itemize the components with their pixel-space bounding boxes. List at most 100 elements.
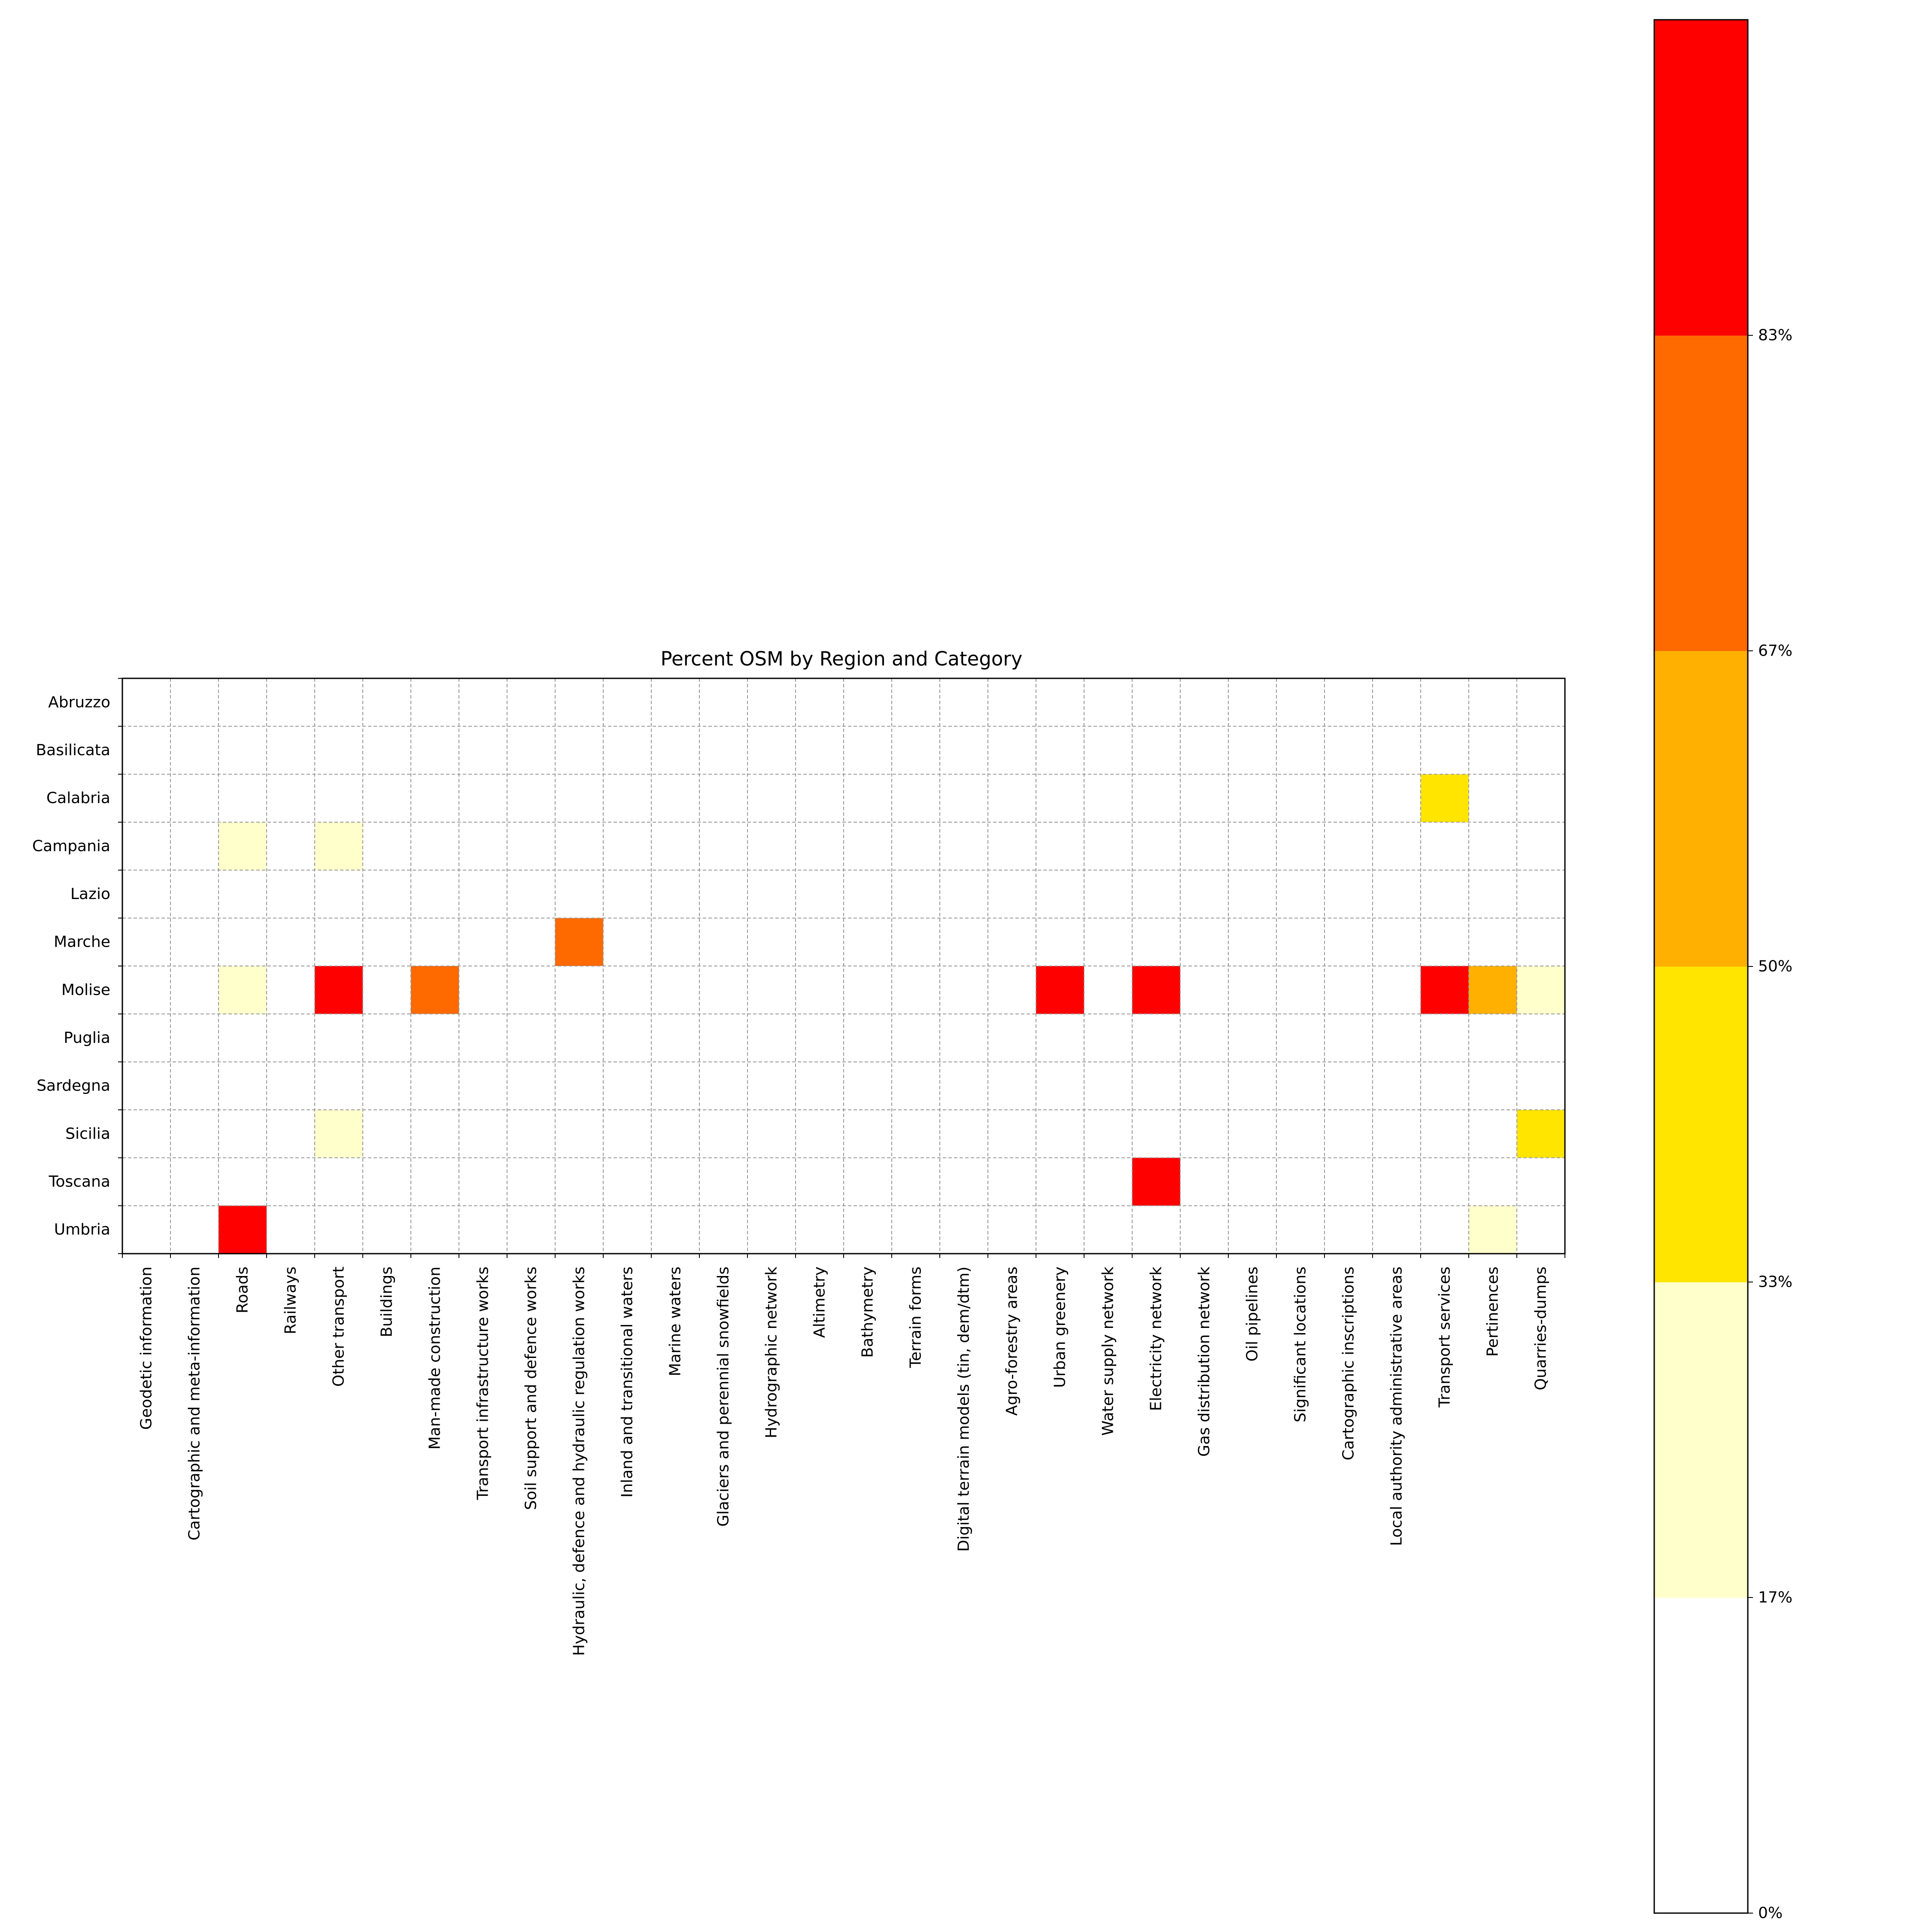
heatmap-cell (699, 918, 748, 966)
heatmap-cell (1036, 678, 1084, 727)
heatmap-cell (122, 774, 171, 823)
heatmap-cell (411, 1062, 459, 1110)
heatmap-cell (1324, 870, 1373, 918)
y-tick-label: Puglia (64, 1029, 110, 1047)
heatmap-cell (1517, 1062, 1565, 1110)
heatmap-cell (940, 1157, 988, 1206)
x-tick-label: Terrain forms (907, 1267, 925, 1368)
heatmap-cell (1132, 1062, 1181, 1110)
heatmap-cell (1421, 678, 1469, 727)
heatmap-cell (940, 1110, 988, 1158)
heatmap-cell (1084, 822, 1133, 871)
heatmap-cell (1084, 678, 1133, 727)
x-tick-label: Transport services (1436, 1267, 1454, 1408)
heatmap-cell (122, 918, 171, 966)
heatmap-cell (1469, 678, 1517, 727)
heatmap-cell (940, 1014, 988, 1062)
heatmap-cell (1228, 678, 1277, 727)
heatmap-cell (1421, 966, 1469, 1015)
heatmap-cell (1324, 918, 1373, 966)
heatmap-cell (219, 1206, 267, 1254)
heatmap-cell (507, 822, 556, 871)
heatmap-cell (555, 822, 604, 871)
heatmap-cell (315, 1110, 363, 1158)
heatmap-cell (459, 1014, 507, 1062)
heatmap-cell (459, 870, 507, 918)
heatmap-cell (363, 678, 411, 727)
heatmap-cell (1517, 726, 1565, 775)
heatmap-cell (1469, 918, 1517, 966)
x-tick-label: Roads (234, 1267, 252, 1313)
heatmap-cell (122, 1110, 171, 1158)
heatmap-cell (170, 1110, 219, 1158)
heatmap-cell (651, 1110, 700, 1158)
heatmap-cell (1517, 1014, 1565, 1062)
heatmap-cell (1373, 870, 1421, 918)
heatmap-cell (219, 1110, 267, 1158)
heatmap-cell (1084, 726, 1133, 775)
heatmap-cell (796, 774, 844, 823)
colorbar-bin (1654, 1282, 1748, 1598)
heatmap-cell (507, 870, 556, 918)
heatmap-cell (1324, 726, 1373, 775)
heatmap-cell (315, 918, 363, 966)
heatmap-cell (267, 966, 315, 1015)
heatmap-cell (1180, 918, 1229, 966)
heatmap-cell (363, 822, 411, 871)
heatmap-cell (459, 1206, 507, 1254)
heatmap-cell (315, 822, 363, 871)
heatmap-cell (1276, 918, 1325, 966)
heatmap-cells (122, 678, 1565, 1254)
heatmap-cell (267, 726, 315, 775)
heatmap-cell (603, 1014, 652, 1062)
heatmap-cell (892, 870, 940, 918)
y-tick-label: Abruzzo (48, 693, 110, 711)
x-tick-label: Water supply network (1100, 1267, 1117, 1436)
heatmap-cell (122, 1062, 171, 1110)
heatmap-cell (844, 870, 892, 918)
heatmap-cell (651, 966, 700, 1015)
heatmap-cell (555, 870, 604, 918)
x-tick-label: Local authority administrative areas (1388, 1267, 1406, 1546)
heatmap-cell (1373, 822, 1421, 871)
heatmap-cell (940, 1062, 988, 1110)
heatmap-cell (1324, 1110, 1373, 1158)
heatmap-cell (844, 1062, 892, 1110)
heatmap-cell (267, 1157, 315, 1206)
heatmap-cell (363, 726, 411, 775)
heatmap-cell (603, 1157, 652, 1206)
heatmap-cell (1228, 1206, 1277, 1254)
heatmap-cell (1228, 1110, 1277, 1158)
x-tick-label: Significant locations (1292, 1267, 1309, 1422)
heatmap-cell (844, 774, 892, 823)
heatmap-cell (267, 1062, 315, 1110)
heatmap-cell (796, 678, 844, 727)
heatmap-cell (844, 1157, 892, 1206)
heatmap-cell (170, 1157, 219, 1206)
heatmap-cell (1228, 726, 1277, 775)
colorbar-tick-label: 0% (1758, 1905, 1783, 1922)
heatmap-cell (1228, 870, 1277, 918)
x-tick-label: Soil support and defence works (522, 1267, 540, 1510)
heatmap-cell (555, 966, 604, 1015)
heatmap-cell (219, 726, 267, 775)
heatmap-cell (459, 774, 507, 823)
heatmap-cell (122, 726, 171, 775)
heatmap-cell (892, 966, 940, 1015)
heatmap-cell (1180, 966, 1229, 1015)
heatmap-cell (315, 1062, 363, 1110)
heatmap-cell (651, 1062, 700, 1110)
heatmap-cell (315, 1157, 363, 1206)
heatmap-cell (796, 1062, 844, 1110)
x-tick-label: Electricity network (1148, 1267, 1165, 1411)
heatmap-cell (1132, 1157, 1181, 1206)
heatmap-cell (651, 1014, 700, 1062)
colorbar-tick-label: 50% (1758, 958, 1792, 975)
heatmap-cell (747, 1157, 796, 1206)
x-tick-label: Glaciers and perennial snowfields (715, 1267, 732, 1527)
y-tick-label: Molise (61, 981, 110, 999)
x-tick-label: Inland and transitional waters (619, 1267, 636, 1498)
heatmap-cell (699, 678, 748, 727)
heatmap-cell (844, 1014, 892, 1062)
heatmap-cell (988, 1206, 1036, 1254)
